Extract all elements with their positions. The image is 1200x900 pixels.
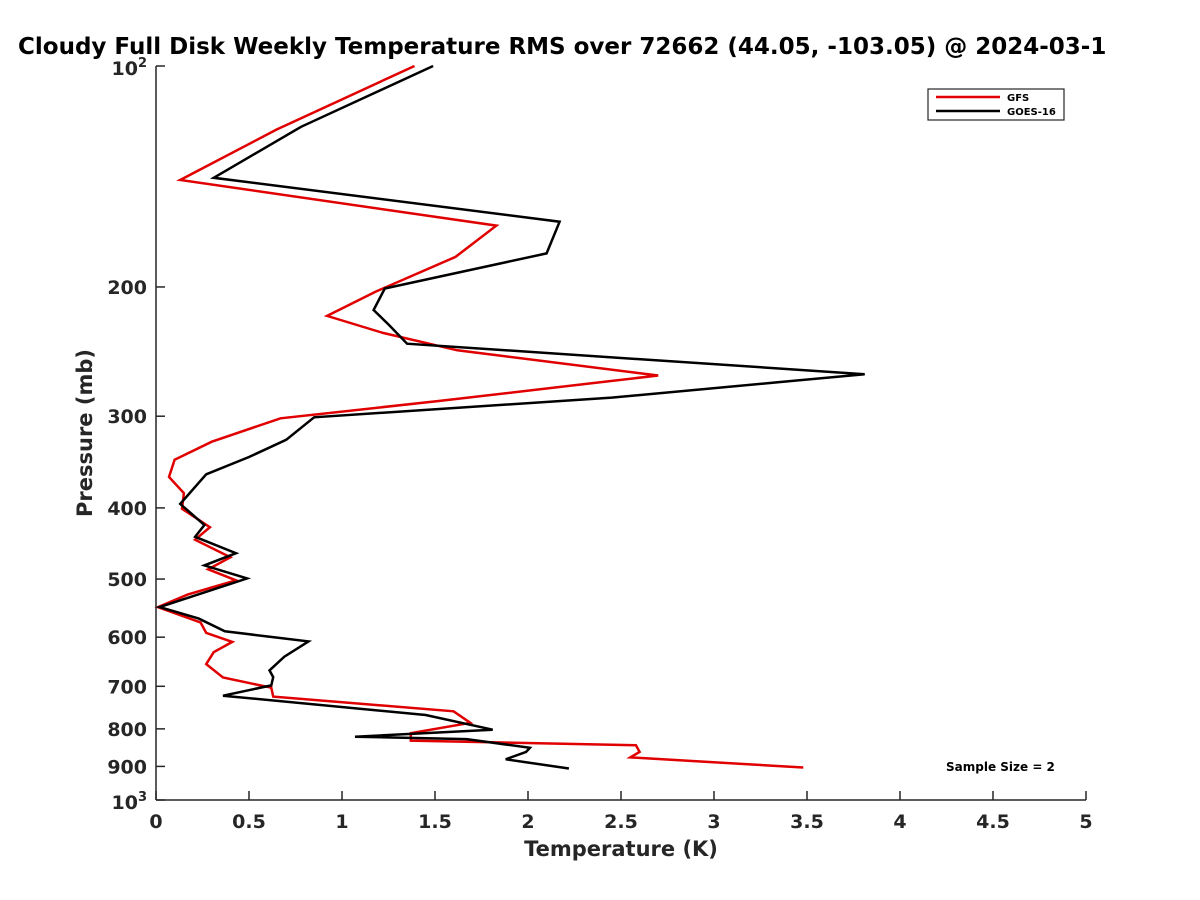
x-tick-label: 4.5 bbox=[976, 811, 1010, 833]
series-layer bbox=[154, 64, 865, 770]
y-tick-label: 103 bbox=[112, 790, 148, 814]
x-tick-label: 2.5 bbox=[604, 811, 638, 833]
sample-size-annotation: Sample Size = 2 bbox=[946, 760, 1055, 774]
x-tick-label: 2 bbox=[521, 811, 534, 833]
series-line-goes16 bbox=[155, 64, 865, 770]
y-tick-label: 500 bbox=[107, 569, 147, 591]
legend-box bbox=[927, 88, 1065, 121]
y-tick-label: 600 bbox=[107, 627, 147, 649]
series-line-gfs bbox=[154, 64, 804, 769]
x-axis-label: Temperature (K) bbox=[524, 837, 718, 861]
y-tick-label: 300 bbox=[107, 406, 147, 428]
x-tick-label: 0 bbox=[149, 811, 162, 833]
y-tick-label: 200 bbox=[107, 277, 147, 299]
legend-label-goes16: GOES-16 bbox=[1007, 107, 1056, 118]
x-tick-label: 3 bbox=[707, 811, 720, 833]
tick-layer: 0 0.5 1 1.5 2 2.5 3 3.5 4 4.5 5 102 200 300 400 500 600 7… bbox=[107, 56, 1092, 833]
legend-label-gfs: GFS bbox=[1007, 93, 1029, 104]
chart-title: Cloudy Full Disk Weekly Temperature RMS … bbox=[18, 34, 1106, 60]
x-tick-label: 1 bbox=[335, 811, 348, 833]
y-tick-label: 102 bbox=[112, 56, 148, 80]
y-tick-label: 700 bbox=[107, 676, 147, 698]
y-axis-label: Pressure (mb) bbox=[73, 349, 97, 517]
x-tick-label: 5 bbox=[1079, 811, 1092, 833]
x-tick-label: 0.5 bbox=[232, 811, 266, 833]
x-tick-label: 4 bbox=[893, 811, 906, 833]
y-tick-label: 900 bbox=[107, 756, 147, 778]
x-tick-label: 3.5 bbox=[790, 811, 824, 833]
y-tick-label: 400 bbox=[107, 498, 147, 520]
legend: GFS GOES-16 bbox=[927, 88, 1065, 121]
y-tick-label: 800 bbox=[107, 719, 147, 741]
x-tick-label: 1.5 bbox=[418, 811, 452, 833]
